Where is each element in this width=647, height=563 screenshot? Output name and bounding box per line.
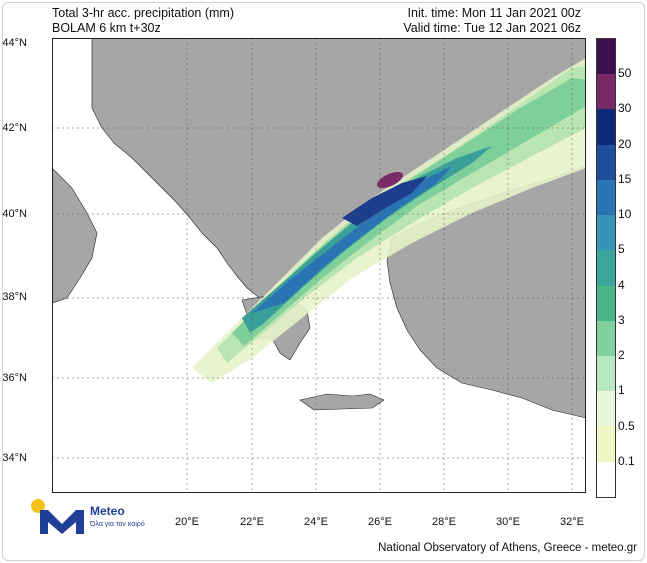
lon-label-20: 20°E <box>175 516 199 528</box>
init-time: Init. time: Mon 11 Jan 2021 00z <box>407 6 581 20</box>
colorbar-segment <box>597 215 615 251</box>
colorbar-label: 1 <box>618 383 625 398</box>
colorbar <box>596 38 616 498</box>
colorbar-segment <box>597 250 615 286</box>
colorbar-segment <box>597 285 615 321</box>
title-line-1: Total 3-hr acc. precipitation (mm) <box>52 6 235 20</box>
precip-5mm <box>242 146 492 333</box>
colorbar-label: 5 <box>618 242 625 257</box>
lat-label-34: 34°N <box>2 452 27 464</box>
title-line-2: BOLAM 6 km t+30z <box>52 21 161 35</box>
precip-10mm <box>252 166 452 313</box>
colorbar-label: 15 <box>618 171 632 186</box>
precip-3mm <box>232 78 586 346</box>
colorbar-label: 3 <box>618 312 625 327</box>
colorbar-label: 0.5 <box>618 418 635 433</box>
colorbar-label: 4 <box>618 277 625 292</box>
colorbar-segment <box>597 426 615 462</box>
lat-label-40: 40°N <box>2 208 27 220</box>
colorbar-segment <box>597 355 615 392</box>
colorbar-segment <box>597 144 615 180</box>
precipitation-map <box>52 38 586 493</box>
meteo-logo <box>31 499 84 534</box>
colorbar-segment <box>597 74 615 110</box>
lat-label-38: 38°N <box>2 291 27 303</box>
lon-label-30: 30°E <box>496 516 520 528</box>
logo-name: Meteo <box>90 504 125 518</box>
colorbar-segment <box>597 179 615 216</box>
land-italy <box>52 167 98 304</box>
colorbar-label: 0.1 <box>618 453 635 468</box>
lat-lon-grid <box>52 38 586 493</box>
colorbar-label: 30 <box>618 101 632 116</box>
land-crete <box>299 393 385 411</box>
lat-label-36: 36°N <box>2 372 27 384</box>
precip-30mm <box>377 171 403 189</box>
colorbar-segment <box>597 320 615 356</box>
colorbar-segment <box>597 39 615 75</box>
lon-label-22: 22°E <box>240 516 264 528</box>
colorbar-label: 10 <box>618 207 632 222</box>
lon-label-24: 24°E <box>304 516 328 528</box>
sun-icon <box>31 499 45 513</box>
lat-label-44: 44°N <box>2 37 27 49</box>
map-title: Total 3-hr acc. precipitation (mm) BOLAM… <box>52 6 234 36</box>
precip-20mm <box>342 176 427 226</box>
footer-credit: National Observatory of Athens, Greece -… <box>378 542 637 554</box>
lon-label-28: 28°E <box>432 516 456 528</box>
lon-label-26: 26°E <box>368 516 392 528</box>
colorbar-label: 20 <box>618 136 632 151</box>
lon-label-32: 32°E <box>560 516 584 528</box>
time-info: Init. time: Mon 11 Jan 2021 00z Valid ti… <box>403 6 581 36</box>
colorbar-label: 2 <box>618 348 625 363</box>
map-canvas <box>52 38 586 493</box>
valid-time: Valid time: Tue 12 Jan 2021 06z <box>403 21 581 35</box>
map-border <box>52 38 586 493</box>
colorbar-label: 50 <box>618 66 632 81</box>
colorbar-segment <box>597 391 615 427</box>
logo-tagline: Όλα για τον καιρό <box>90 521 145 528</box>
lat-label-42: 42°N <box>2 122 27 134</box>
colorbar-segment <box>597 461 615 497</box>
meteo-m-icon <box>40 510 84 534</box>
colorbar-segment <box>597 109 615 145</box>
